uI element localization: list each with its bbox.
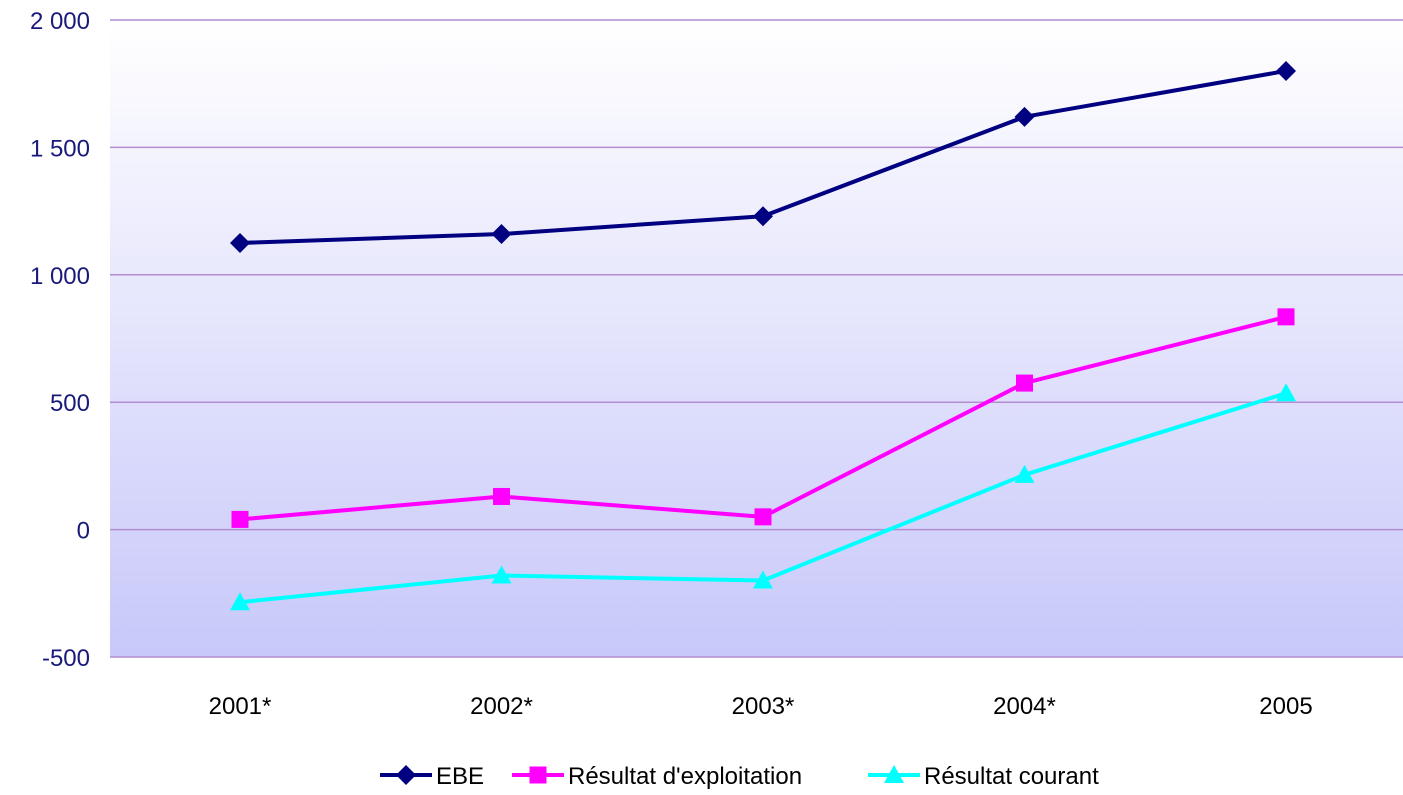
series-3 xyxy=(230,383,1296,611)
data-point xyxy=(1016,374,1033,392)
data-point xyxy=(491,224,512,245)
x-tick-label: 2005 xyxy=(1259,693,1312,720)
y-tick-label: -500 xyxy=(42,645,90,672)
x-tick-label: 2003* xyxy=(732,693,795,720)
data-point xyxy=(753,570,773,589)
plot-background xyxy=(110,20,1403,657)
y-tick-label: 0 xyxy=(77,518,90,545)
y-axis-tick-labels: 2 000 1 500 1 000 500 0 -500 xyxy=(30,8,90,672)
data-point xyxy=(231,510,249,528)
data-point xyxy=(1276,383,1296,402)
legend-item: EBE xyxy=(380,763,484,790)
data-point xyxy=(1014,106,1035,127)
data-point xyxy=(493,487,510,505)
legend-label: EBE xyxy=(436,763,484,790)
legend-item: Résultat courant xyxy=(868,763,1099,790)
y-tick-label: 1 500 xyxy=(30,135,90,162)
x-tick-label: 2002* xyxy=(470,693,533,720)
series-lines xyxy=(230,60,1296,611)
y-tick-label: 500 xyxy=(50,390,90,417)
legend-swatch-marker xyxy=(884,765,904,783)
data-point xyxy=(230,592,250,611)
series-1 xyxy=(230,60,1296,253)
legend-label: Résultat d'exploitation xyxy=(568,763,802,790)
data-point xyxy=(754,508,772,526)
data-point xyxy=(1277,308,1295,326)
data-point xyxy=(753,206,773,227)
legend-label: Résultat courant xyxy=(924,763,1099,790)
legend: EBE Résultat d'exploitation Résultat coura… xyxy=(380,763,1099,790)
legend-swatch-marker xyxy=(396,765,416,785)
data-point xyxy=(1014,464,1035,483)
legend-item: Résultat d'exploitation xyxy=(512,763,802,790)
x-tick-label: 2001* xyxy=(209,693,272,720)
series-2 xyxy=(231,308,1295,528)
data-point xyxy=(1276,60,1296,81)
y-tick-label: 1 000 xyxy=(30,263,90,290)
y-tick-label: 2 000 xyxy=(30,8,90,35)
legend-swatch-marker xyxy=(529,766,547,784)
x-axis-tick-labels: 2001* 2002* 2003* 2004* 2005 xyxy=(209,693,1313,720)
data-point xyxy=(230,232,250,253)
x-tick-label: 2004* xyxy=(993,693,1056,720)
data-point xyxy=(491,565,512,584)
gridlines xyxy=(110,19,1403,658)
